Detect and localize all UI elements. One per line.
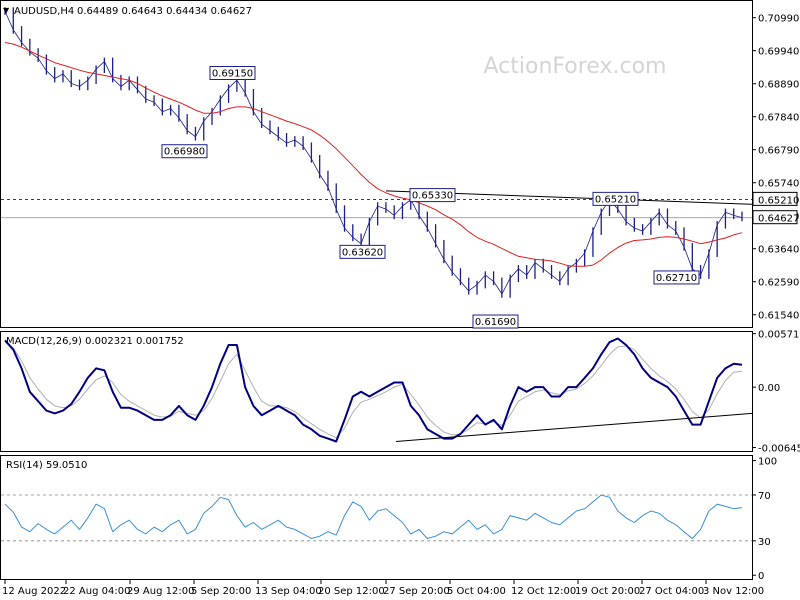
resistance-price-tag [752,191,798,206]
y-tick-label: 0.66790 [758,146,799,157]
y-tick-label: 0.67840 [758,113,799,124]
x-tick-label: 12 Oct 12:00 [511,586,576,597]
resistance-price-label: 0.65210 [758,195,799,206]
chart-header: ▼ AUDUSD,H4 0.64489 0.64643 0.64434 0.64… [3,6,252,17]
price-annotation-label: 0.69150 [212,69,253,80]
macd-title: MACD(12,26,9) 0.002321 0.001752 [6,336,184,347]
macd-pane[interactable]: MACD(12,26,9) 0.002321 0.001752 [0,331,753,452]
price-annotation-box [161,144,208,159]
x-tick-label: 5 Oct 04:00 [447,586,506,597]
y-tick-label: 100 [758,457,777,468]
price-annotation-box [472,314,519,329]
price-annotation-box [653,270,700,285]
price-annotation-label: 0.63620 [342,247,383,258]
price-axis: 0.70990 0.69940 0.68890 0.67840 0.66790 0.657… [752,14,800,582]
macd-series [4,337,743,443]
macd-trendline [395,412,753,442]
y-tick-label: 70 [758,491,771,502]
x-tick-label: 29 Aug 12:00 [127,586,194,597]
x-tick-label: 22 Aug 04:00 [63,586,130,597]
x-tick-label: 13 Sep 04:00 [255,586,322,597]
watermark: ActionForex.com [484,54,667,79]
price-annotation-label: 0.65210 [595,194,636,205]
y-tick-label: 0.68890 [758,80,799,91]
y-tick-label: 0 [758,571,764,582]
x-tick-label: 19 Oct 20:00 [575,586,640,597]
x-tick-label: 27 Oct 04:00 [639,586,704,597]
y-tick-label: 0.00 [758,383,780,394]
price-annotation-box [339,244,386,259]
current-price-label: 0.64627 [758,214,799,225]
price-annotation-label: 0.61690 [475,317,516,328]
y-tick-label: 0.69940 [758,47,799,58]
macd-signal-series [4,341,743,439]
rsi-pane[interactable]: RSI(14) 59.0510 [0,455,753,580]
ma-series [4,42,743,267]
price-pane[interactable]: ActionForex.com 0.69150 0.66980 0.63620 0.6… [0,0,755,329]
current-price-tag [752,210,798,225]
y-tick-label: 30 [758,537,771,548]
price-annotation-box [592,191,639,206]
rsi-title: RSI(14) 59.0510 [6,460,87,471]
symbol-label: AUDUSD,H4 [14,6,74,17]
price-annotation-box [409,188,456,203]
x-tick-label: 12 Aug 2022 [2,586,66,597]
dropdown-arrow-icon[interactable]: ▼ [3,6,10,15]
price-series [4,10,743,295]
y-tick-label: 0.61540 [758,311,799,322]
y-tick-label: 0.63640 [758,245,799,256]
price-annotation-label: 0.65330 [412,191,453,202]
y-tick-label: 0.005717 [758,330,800,341]
price-annotation-box [209,66,256,81]
x-tick-label: 20 Sep 12:00 [318,586,385,597]
x-tick-label: 3 Nov 12:00 [703,586,764,597]
rsi-series [4,494,743,539]
price-annotation-label: 0.66980 [164,147,205,158]
x-tick-label: 5 Sep 20:00 [191,586,251,597]
y-tick-label: 0.65740 [758,179,799,190]
ohlc-values: 0.64489 0.64643 0.64434 0.64627 [77,6,252,17]
y-tick-label: 0.62590 [758,278,799,289]
y-tick-label: 0.70990 [758,14,799,25]
x-tick-label: 27 Sep 20:00 [383,586,450,597]
price-annotation-label: 0.62710 [656,273,697,284]
